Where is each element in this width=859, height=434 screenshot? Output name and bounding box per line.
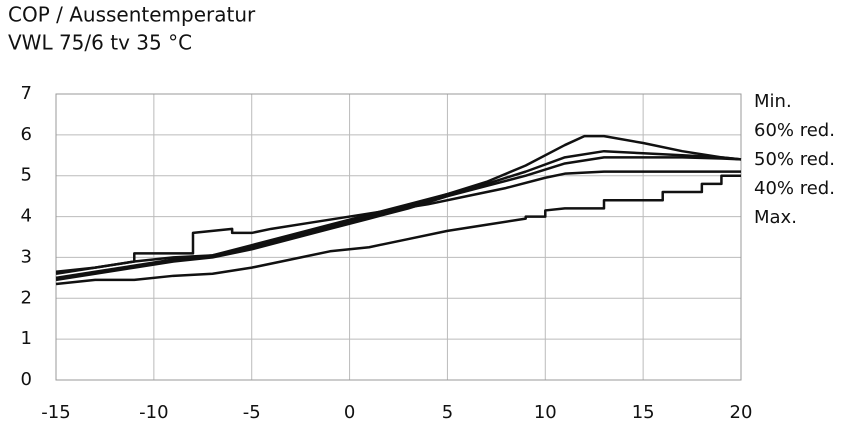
chart-title: COP / Aussentemperatur <box>8 3 256 27</box>
y-tick-label: 6 <box>21 124 32 145</box>
x-tick-label: 15 <box>632 402 655 423</box>
legend-label: 50% red. <box>754 149 835 170</box>
plot-frame <box>55 93 742 381</box>
y-tick-label: 2 <box>21 287 32 308</box>
legend-label: Min. <box>754 91 792 112</box>
legend-label: Max. <box>754 207 797 228</box>
chart-subtitle: VWL 75/6 tv 35 °C <box>8 31 192 55</box>
x-tick-label: 0 <box>344 402 355 423</box>
series-line <box>55 170 741 273</box>
x-tick-label: 20 <box>730 402 753 423</box>
x-tick-label: -15 <box>41 402 70 423</box>
legend-label: 60% red. <box>754 120 835 141</box>
y-tick-label: 7 <box>21 83 32 104</box>
y-tick-label: 0 <box>21 369 32 390</box>
x-tick-label: 10 <box>534 402 557 423</box>
x-tick-label: 5 <box>442 402 453 423</box>
y-tick-label: 1 <box>21 328 32 349</box>
y-tick-label: 3 <box>21 246 32 267</box>
legend-label: 40% red. <box>754 178 835 199</box>
series-line <box>55 174 741 286</box>
x-tick-label: -5 <box>243 402 261 423</box>
y-tick-label: 5 <box>21 165 32 186</box>
y-tick-label: 4 <box>21 206 32 227</box>
x-tick-label: -10 <box>139 402 168 423</box>
